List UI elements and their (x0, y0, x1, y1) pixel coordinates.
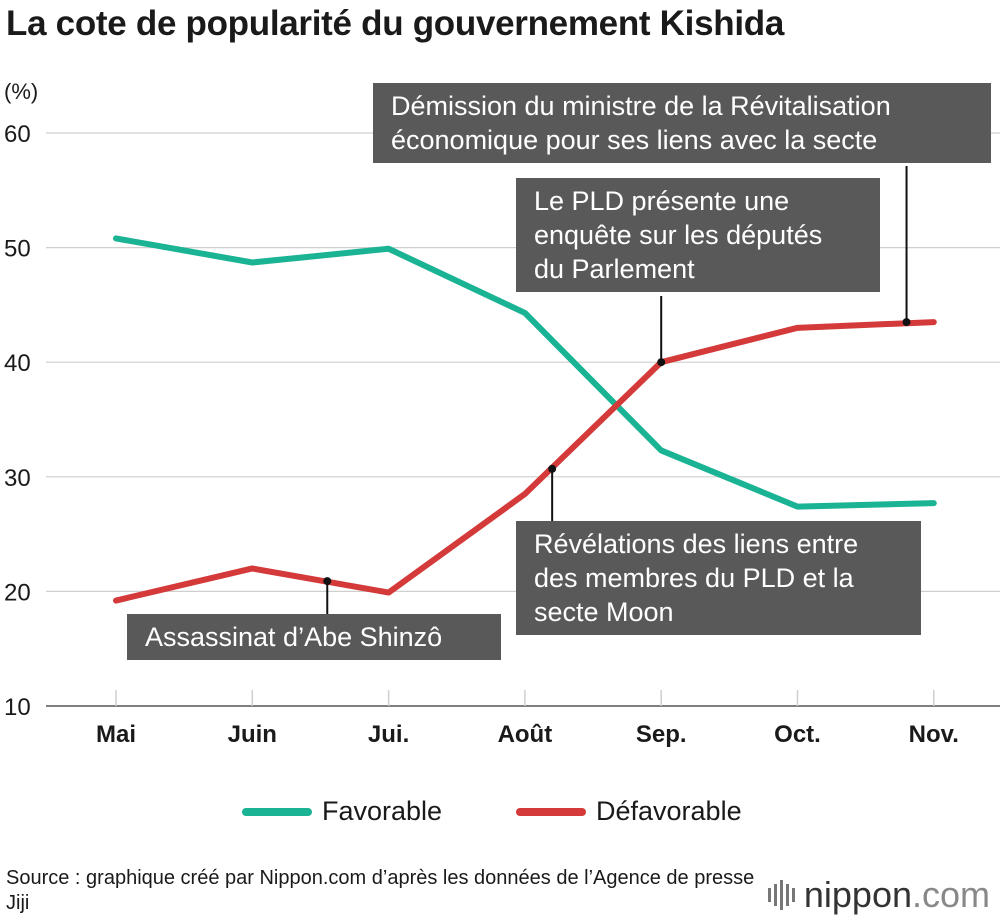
annotation-abe: Assassinat d’Abe Shinzô (127, 614, 501, 660)
legend-swatch-defavorable (516, 807, 586, 816)
chart-title: La cote de popularité du gouvernement Ki… (6, 4, 784, 43)
y-tick-label: 40 (4, 350, 31, 377)
x-tick-label: Juin (228, 721, 277, 748)
y-tick-label: 30 (4, 465, 31, 492)
y-tick-label: 60 (4, 121, 31, 148)
leader-dot-demission (902, 318, 911, 327)
x-tick-label: Mai (96, 721, 136, 748)
series-line-défavorable (113, 319, 937, 604)
x-tick-label: Oct. (774, 721, 821, 748)
x-tick-label: Sep. (636, 721, 687, 748)
y-axis-unit: (%) (4, 79, 39, 104)
legend-label-favorable: Favorable (322, 796, 443, 826)
annotation-demission: Démission du ministre de la Révitalisati… (373, 83, 991, 163)
y-tick-label: 20 (4, 579, 31, 606)
y-tick-label: 50 (4, 236, 31, 263)
source-note: Source : graphique créé par Nippon.com d… (6, 867, 755, 914)
legend-label-defavorable: Défavorable (596, 796, 742, 826)
y-tick-label: 10 (4, 694, 31, 721)
legend-swatch-favorable (242, 807, 312, 816)
series-line-favorable (113, 235, 937, 510)
x-tick-label: Août (498, 721, 553, 748)
logo-tld: .com (911, 874, 990, 915)
leader-dot-moon (548, 464, 557, 473)
logo-name: nippon (803, 874, 912, 915)
x-tick-label: Jui. (368, 721, 409, 748)
nippon-logo: nippon .com (767, 874, 990, 916)
annotation-enquete: Le PLD présente une enquête sur les dépu… (516, 178, 880, 292)
annotation-moon: Révélations des liens entre des membres … (516, 521, 921, 635)
leader-dot-enquete (657, 358, 666, 367)
legend-defavorable: Défavorable (516, 796, 742, 827)
leader-dot-abe (323, 577, 332, 586)
x-tick-label: Nov. (909, 721, 959, 748)
legend-favorable: Favorable (242, 796, 442, 827)
nippon-logo-icon (767, 880, 798, 910)
